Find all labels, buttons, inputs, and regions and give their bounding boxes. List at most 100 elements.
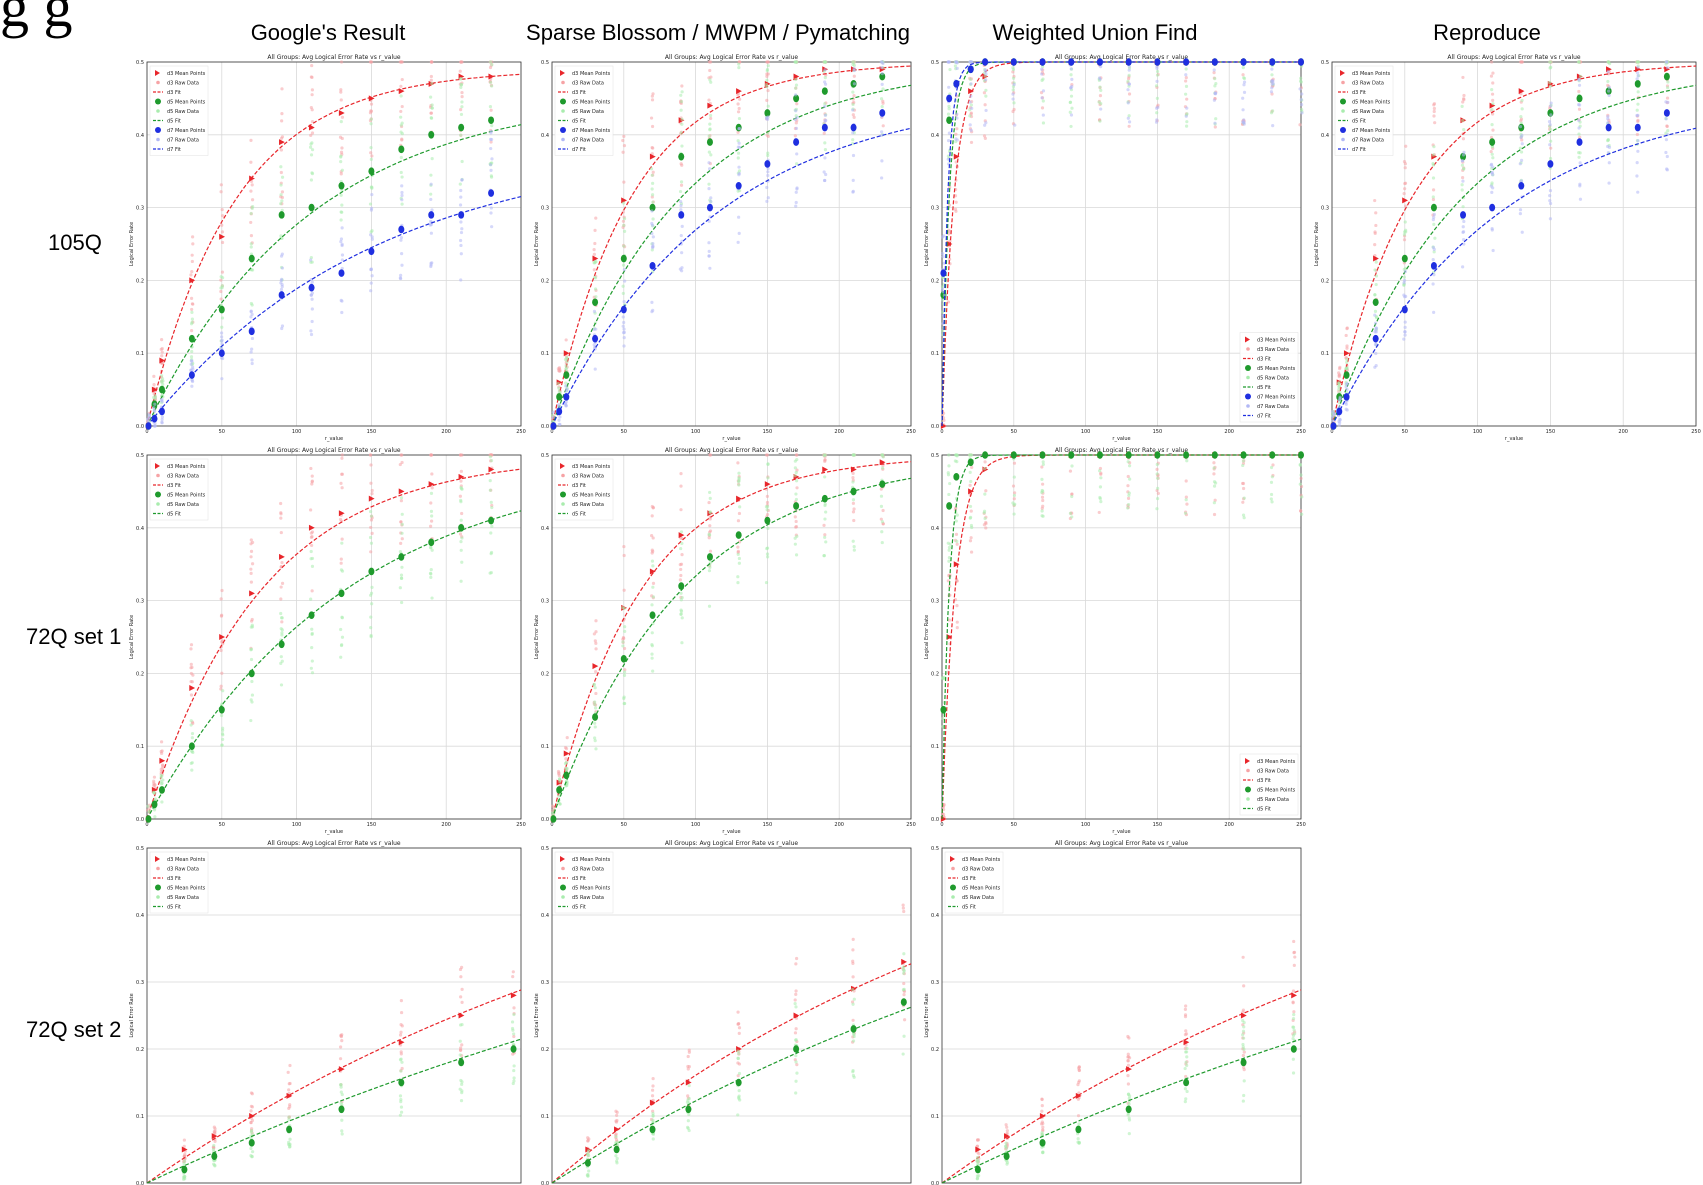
mean-point-d7 xyxy=(953,80,960,88)
raw-data-point xyxy=(1070,515,1074,519)
raw-data-point xyxy=(510,1026,515,1031)
y-axis-label: Logical Error Rate xyxy=(924,615,930,659)
raw-data-point xyxy=(369,102,374,106)
y-tick-label: 0.2 xyxy=(541,1047,549,1053)
raw-data-point xyxy=(1373,330,1377,334)
raw-data-point xyxy=(428,571,433,575)
raw-data-point xyxy=(1491,98,1495,102)
raw-data-point xyxy=(1184,479,1188,483)
raw-data-point xyxy=(622,588,626,592)
raw-data-point xyxy=(1666,129,1670,133)
legend-entry: d3 Fit xyxy=(1257,778,1271,784)
raw-data-point xyxy=(1490,171,1494,175)
raw-data-point xyxy=(650,548,654,552)
raw-data-point xyxy=(708,127,712,131)
y-tick-label: 0.2 xyxy=(931,671,939,677)
raw-data-point xyxy=(1183,1099,1187,1104)
raw-data-point xyxy=(429,231,433,235)
raw-data-point xyxy=(564,766,568,771)
raw-data-point xyxy=(1185,106,1189,110)
legend-entry: d7 Mean Points xyxy=(167,128,206,134)
y-tick-label: 0.1 xyxy=(136,744,144,750)
raw-data-point xyxy=(1292,950,1297,954)
raw-data-point xyxy=(880,540,884,545)
raw-data-point xyxy=(881,508,885,513)
raw-data-point xyxy=(340,1092,344,1097)
mean-point-d7 xyxy=(1154,58,1161,66)
mean-point-d3 xyxy=(249,175,255,182)
x-tick-label: 250 xyxy=(1296,429,1306,435)
chart-svg: All Groups: Avg Logical Error Rate vs r_… xyxy=(924,447,1306,835)
raw-data-point xyxy=(852,1075,856,1079)
raw-data-point xyxy=(1344,367,1348,371)
raw-data-point xyxy=(947,559,951,563)
y-tick-label: 0.0 xyxy=(541,817,549,823)
raw-data-point xyxy=(1184,73,1188,77)
raw-data-point xyxy=(1345,387,1349,392)
raw-data-point xyxy=(1011,109,1015,114)
raw-data-point xyxy=(1548,84,1552,88)
raw-data-point xyxy=(400,175,404,179)
raw-data-point xyxy=(369,509,373,514)
raw-data-point xyxy=(766,476,770,480)
mean-point-d7 xyxy=(1401,305,1408,314)
raw-data-point xyxy=(680,541,684,546)
raw-data-point xyxy=(1269,480,1274,484)
raw-data-point xyxy=(1332,412,1336,416)
raw-data-point xyxy=(1126,1063,1131,1067)
raw-data-point xyxy=(189,671,193,676)
mean-point-d7 xyxy=(398,225,405,234)
mean-point-d5 xyxy=(563,371,570,379)
raw-data-point xyxy=(969,128,973,132)
raw-data-point xyxy=(1126,77,1131,81)
raw-data-point xyxy=(220,331,224,335)
raw-data-point xyxy=(707,604,712,608)
raw-data-point xyxy=(615,1156,619,1161)
raw-data-point xyxy=(737,511,742,516)
raw-data-point xyxy=(1126,474,1130,479)
raw-data-point xyxy=(1461,153,1466,157)
raw-data-point xyxy=(564,389,569,393)
raw-data-point xyxy=(399,1100,403,1104)
raw-data-point xyxy=(1269,492,1274,497)
raw-data-point xyxy=(1099,88,1103,93)
raw-data-point xyxy=(1338,418,1342,422)
raw-data-point xyxy=(1576,102,1581,107)
raw-data-point xyxy=(152,406,156,410)
raw-data-point xyxy=(1337,375,1341,379)
raw-data-point xyxy=(1242,984,1246,988)
raw-data-point xyxy=(623,629,627,633)
raw-data-point xyxy=(969,550,974,554)
raw-data-point xyxy=(220,223,224,227)
raw-data-point xyxy=(250,693,255,697)
raw-data-point xyxy=(280,560,284,565)
raw-data-point xyxy=(984,489,988,493)
raw-data-point xyxy=(400,522,404,526)
raw-data-point xyxy=(1431,176,1436,180)
raw-data-point xyxy=(1344,407,1348,411)
raw-data-point xyxy=(1126,503,1131,507)
raw-data-point xyxy=(1040,509,1044,513)
raw-data-point xyxy=(190,384,194,388)
raw-data-point xyxy=(310,172,315,176)
mean-point-d7 xyxy=(1330,422,1337,430)
raw-data-point xyxy=(765,552,770,556)
y-tick-label: 0.0 xyxy=(136,424,144,430)
raw-data-point xyxy=(737,66,741,70)
raw-data-point xyxy=(651,1111,655,1116)
raw-data-point xyxy=(1069,86,1073,90)
x-tick-label: 50 xyxy=(219,822,225,828)
raw-data-point xyxy=(852,545,856,549)
raw-data-point xyxy=(1070,464,1074,468)
mean-point-d3 xyxy=(901,958,908,965)
raw-data-point xyxy=(460,1000,464,1004)
legend-marker xyxy=(561,866,565,871)
raw-data-point xyxy=(220,325,224,329)
mean-point-d5 xyxy=(458,524,465,532)
raw-data-point xyxy=(280,119,284,123)
page-title: g g xyxy=(0,0,73,39)
raw-data-point xyxy=(369,151,373,155)
raw-data-point xyxy=(1636,149,1640,153)
raw-data-point xyxy=(459,60,463,64)
raw-data-point xyxy=(1635,77,1639,81)
